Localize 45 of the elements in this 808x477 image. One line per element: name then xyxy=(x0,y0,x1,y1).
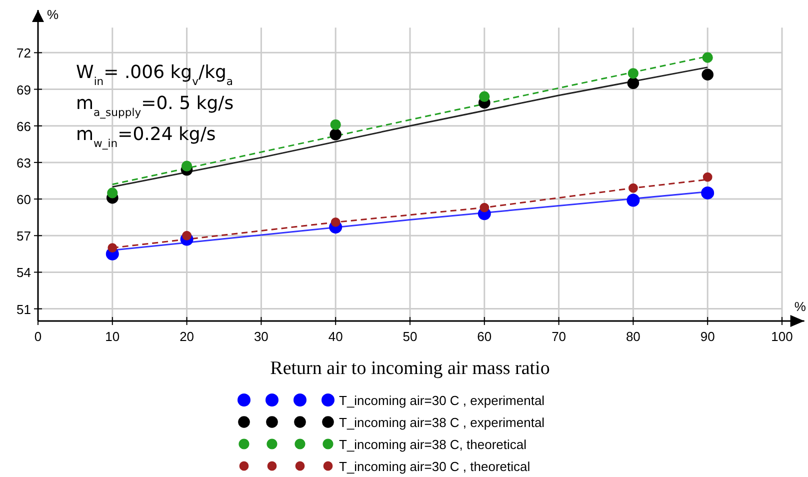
x-tick-label: 10 xyxy=(105,329,120,344)
point xyxy=(108,243,118,253)
x-tick-label: 30 xyxy=(254,329,268,344)
y-tick-label: 54 xyxy=(16,265,31,280)
point xyxy=(182,160,192,172)
y-tick-label: 63 xyxy=(16,155,31,170)
point xyxy=(702,172,712,182)
legend-label: T_incoming air=30 C , experimental xyxy=(339,393,545,408)
point xyxy=(480,202,490,212)
x-tick-label: 20 xyxy=(180,329,194,344)
annotation: % xyxy=(794,299,806,314)
x-tick-label: 50 xyxy=(402,329,418,344)
legend-label: T_incoming air=38 C, theoretical xyxy=(339,437,527,452)
point xyxy=(627,77,640,90)
x-tick-label: 90 xyxy=(700,329,715,344)
point xyxy=(626,194,640,207)
x-tick-label: 100 xyxy=(771,329,793,344)
point xyxy=(702,52,713,63)
y-axis-title: % xyxy=(47,7,59,22)
point xyxy=(330,128,342,140)
point xyxy=(702,68,714,81)
y-tick-label: 51 xyxy=(16,302,31,317)
point xyxy=(479,91,490,102)
annotation: W$_{in}$= .006 kg$_{v}$/kg$_{a}$ xyxy=(76,62,234,88)
annotation: m$_{w_in}$=0.24 kg/s xyxy=(76,124,216,150)
x-axis-title: Return air to incoming air mass ratio xyxy=(270,358,550,379)
y-tick-label: 69 xyxy=(16,82,31,98)
y-tick-label: 60 xyxy=(16,192,31,208)
point xyxy=(701,186,714,200)
point xyxy=(330,218,340,227)
point xyxy=(628,183,638,193)
legend-label: T_incoming air=30 C , theoretical xyxy=(339,459,530,474)
x-tick-label: 80 xyxy=(626,329,640,344)
legend-label: T_incoming air=38 C , experimental xyxy=(339,415,545,430)
x-tick-label: 40 xyxy=(328,329,343,344)
point xyxy=(628,68,638,79)
point xyxy=(107,188,118,198)
y-tick-label: 57 xyxy=(16,228,31,244)
x-tick-label: 0 xyxy=(34,329,42,344)
annotation: m$_{a_supply}$=0. 5 kg/s xyxy=(76,93,234,118)
y-tick-label: 66 xyxy=(16,118,31,134)
x-tick-label: 70 xyxy=(552,329,566,344)
point xyxy=(330,119,341,130)
y-tick-label: 72 xyxy=(16,46,31,61)
x-tick-label: 60 xyxy=(477,329,492,344)
